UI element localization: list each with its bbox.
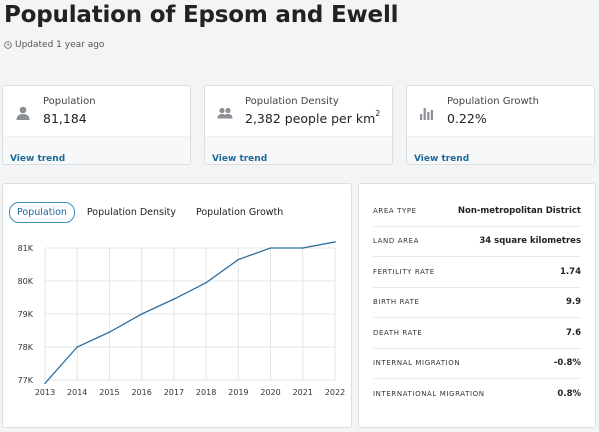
x-tick-label: 2021 <box>293 388 313 397</box>
x-tick-label: 2013 <box>35 388 55 397</box>
info-row: INTERNATIONAL MIGRATION 0.8% <box>373 379 581 410</box>
y-tick-label: 80K <box>18 277 34 286</box>
info-key: LAND AREA <box>373 237 419 246</box>
updated-text: Updated 1 year ago <box>15 40 105 50</box>
population-growth-view-trend-link[interactable]: View trend <box>414 154 470 164</box>
population-view-trend-link[interactable]: View trend <box>10 154 66 164</box>
info-value: 1.74 <box>560 266 581 277</box>
person-icon <box>16 106 30 120</box>
population-growth-card: Population Growth 0.22% View trend <box>406 85 595 165</box>
info-panel: AREA TYPE Non-metropolitan District LAND A… <box>358 183 596 428</box>
population-value: 81,184 <box>43 111 87 126</box>
info-value: 7.6 <box>565 327 581 338</box>
info-row: AREA TYPE Non-metropolitan District <box>373 196 581 227</box>
chart-panel: Population Population Density Population… <box>2 183 352 428</box>
data-point <box>237 258 240 261</box>
y-tick-label: 78K <box>18 343 34 352</box>
x-tick-label: 2018 <box>196 388 216 397</box>
population-growth-label: Population Growth <box>447 96 539 107</box>
info-value: -0.8% <box>553 358 581 369</box>
data-point <box>173 298 175 300</box>
tab-population[interactable]: Population <box>9 202 75 223</box>
x-tick-label: 2014 <box>67 388 87 397</box>
population-density-view-trend-link[interactable]: View trend <box>212 154 268 164</box>
x-tick-label: 2022 <box>325 388 345 397</box>
y-tick-label: 81K <box>18 244 34 253</box>
info-key: BIRTH RATE <box>373 298 420 307</box>
people-icon <box>217 107 233 119</box>
x-tick-label: 2017 <box>164 388 184 397</box>
population-line-chart: 77K 78K 79K 80K 81K 2013 2014 2015 2016 2017 2018 2… <box>18 241 345 397</box>
info-row: LAND AREA 34 square kilometres <box>373 227 581 257</box>
info-value: 9.9 <box>565 297 581 308</box>
data-point <box>269 247 272 249</box>
info-row: BIRTH RATE 9.9 <box>373 288 581 318</box>
data-point <box>205 281 207 284</box>
clock-icon <box>4 41 12 49</box>
data-point <box>76 346 79 348</box>
population-card: Population 81,184 View trend <box>2 85 191 165</box>
info-value: Non-metropolitan District <box>457 205 581 216</box>
page-title: Population of Epsom and Ewell <box>4 2 399 28</box>
y-tick-label: 77K <box>18 376 34 385</box>
data-point <box>108 331 111 333</box>
y-tick-label: 79K <box>18 310 34 319</box>
population-density-value: 2,382 people per km2 <box>245 109 381 126</box>
population-density-label: Population Density <box>245 96 339 107</box>
density-superscript: 2 <box>375 109 381 118</box>
data-point <box>334 241 336 243</box>
info-key: FERTILITY RATE <box>373 267 435 276</box>
chart-tabs: Population Population Density Population… <box>9 202 295 223</box>
data-point <box>44 382 46 385</box>
population-series-line <box>44 241 336 384</box>
info-key: INTERNATIONAL MIGRATION <box>373 390 485 399</box>
population-label: Population <box>43 96 96 107</box>
info-key: AREA TYPE <box>373 206 417 215</box>
info-row: DEATH RATE 7.6 <box>373 318 581 349</box>
data-point <box>140 313 143 315</box>
x-tick-label: 2015 <box>99 388 119 397</box>
info-value: 0.8% <box>557 389 581 400</box>
bar-chart-icon <box>420 108 433 120</box>
population-growth-value: 0.22% <box>447 111 487 126</box>
tab-population-growth[interactable]: Population Growth <box>188 202 291 223</box>
info-row: INTERNAL MIGRATION -0.8% <box>373 349 581 379</box>
population-density-card: Population Density 2,382 people per km2 … <box>204 85 393 165</box>
tab-population-density[interactable]: Population Density <box>79 202 184 223</box>
info-row: FERTILITY RATE 1.74 <box>373 257 581 288</box>
x-tick-label: 2020 <box>260 388 280 397</box>
x-tick-label: 2016 <box>131 388 151 397</box>
x-tick-label: 2019 <box>228 388 248 397</box>
info-value: 34 square kilometres <box>479 236 581 247</box>
data-point <box>301 247 304 249</box>
updated-info: Updated 1 year ago <box>4 40 104 50</box>
info-key: INTERNAL MIGRATION <box>373 359 461 368</box>
info-key: DEATH RATE <box>373 328 423 337</box>
